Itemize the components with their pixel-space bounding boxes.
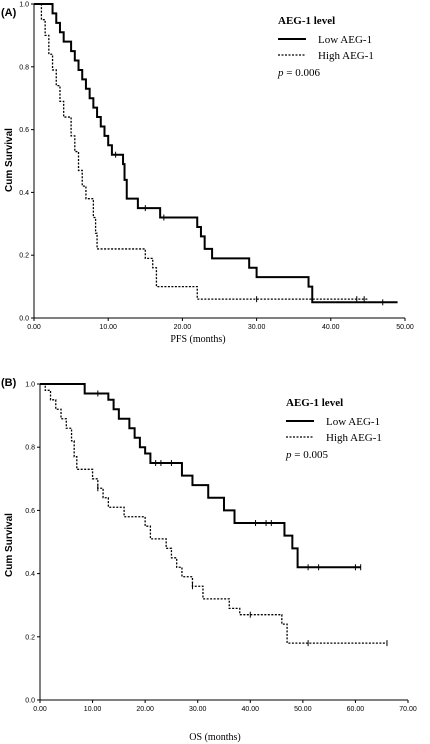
- chart-panel-b: (B) Cum Survival OS (months) AEG-1 level…: [1, 377, 417, 743]
- series-line-low-aeg1: [34, 3, 398, 304]
- legend-a: AEG-1 level Low AEG-1 High AEG-1 p = 0.0…: [277, 15, 374, 79]
- panel-label-a: (A): [1, 7, 17, 19]
- legend-b: AEG-1 level Low AEG-1 High AEG-1 p = 0.0…: [285, 397, 382, 461]
- x-tick-label: 70.00: [399, 706, 417, 713]
- y-tick-label: 0.2: [25, 634, 35, 641]
- x-tick-label: 30.00: [248, 324, 266, 331]
- x-tick-label: 10.00: [99, 324, 117, 331]
- y-tick-label: 0.6: [25, 508, 35, 515]
- x-tick-label: 40.00: [242, 706, 260, 713]
- y-tick-label: 0.8: [25, 445, 35, 452]
- x-tick-label: 20.00: [136, 706, 154, 713]
- x-tick-label: 30.00: [189, 706, 207, 713]
- legend-label-low-a: Low AEG-1: [318, 34, 372, 46]
- x-axis-title-b: OS (months): [189, 732, 240, 743]
- y-tick-label: 0.4: [25, 571, 35, 578]
- legend-title-b: AEG-1 level: [286, 397, 343, 409]
- x-axis-title-a: PFS (months): [170, 334, 225, 345]
- y-tick-label: 1.0: [19, 2, 29, 9]
- y-tick-label: 0.0: [19, 316, 29, 323]
- y-tick-label: 0.6: [19, 127, 29, 134]
- y-tick-label: 0.8: [19, 64, 29, 71]
- x-tick-label: 50.00: [396, 324, 414, 331]
- y-tick-label: 0.2: [19, 253, 29, 260]
- x-tick-label: 20.00: [174, 324, 192, 331]
- y-tick-label: 0.4: [19, 190, 29, 197]
- y-tick-label: 1.0: [25, 382, 35, 389]
- x-tick-label: 40.00: [322, 324, 340, 331]
- p-value-b: p = 0.005: [285, 449, 328, 461]
- x-tick-label: 60.00: [347, 706, 365, 713]
- x-tick-label: 50.00: [294, 706, 312, 713]
- y-axis-title-a: Cum Survival: [4, 128, 15, 192]
- series-line-low-aeg1: [40, 383, 361, 569]
- x-tick-label: 0.00: [33, 706, 47, 713]
- legend-title-a: AEG-1 level: [278, 15, 335, 27]
- series-line-high-aeg1: [40, 383, 387, 644]
- legend-label-low-b: Low AEG-1: [326, 416, 380, 428]
- series-line-high-aeg1: [34, 3, 368, 300]
- y-axis-title-b: Cum Survival: [4, 513, 15, 577]
- legend-label-high-b: High AEG-1: [326, 432, 382, 444]
- x-tick-label: 0.00: [27, 324, 41, 331]
- panel-label-b: (B): [1, 377, 17, 389]
- legend-label-high-a: High AEG-1: [318, 50, 374, 62]
- x-tick-label: 10.00: [84, 706, 102, 713]
- y-tick-label: 0.0: [25, 698, 35, 705]
- p-value-a: p = 0.006: [277, 67, 320, 79]
- chart-panel-a: (A) Cum Survival PFS (months) AEG-1 leve…: [1, 2, 414, 346]
